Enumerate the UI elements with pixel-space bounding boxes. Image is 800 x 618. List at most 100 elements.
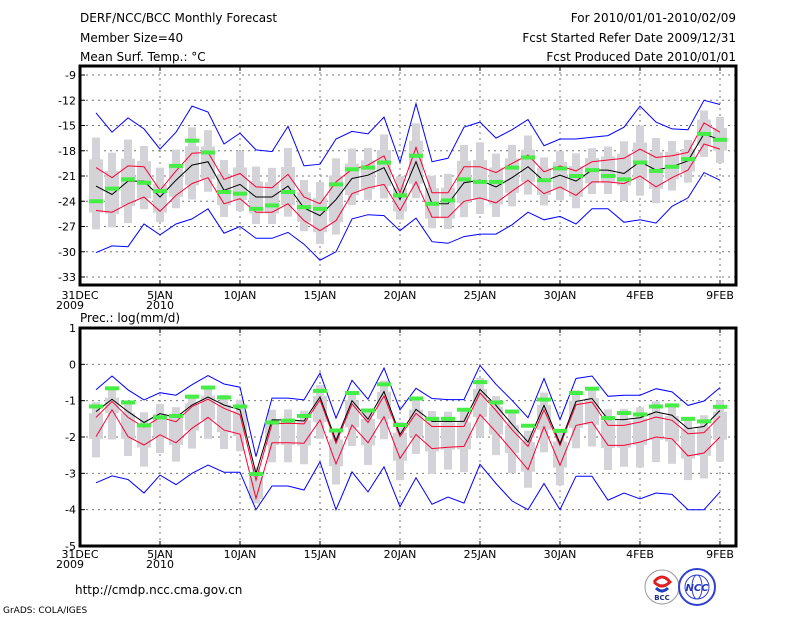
marker-point (489, 400, 503, 405)
marker-point (361, 165, 375, 170)
series-line-max (95, 364, 721, 457)
marker-point (569, 391, 583, 396)
marker-point (329, 428, 343, 433)
x-year-label: 2010 (146, 558, 174, 571)
x-year-label: 2010 (146, 299, 174, 312)
marker-point (169, 163, 183, 168)
marker-point (281, 189, 295, 194)
spread-box (489, 167, 503, 205)
spread-box (633, 142, 647, 179)
plot-frame (78, 326, 738, 548)
marker-point (649, 168, 663, 173)
marker-point (137, 180, 151, 185)
marker-point (153, 415, 167, 420)
marker-point (681, 416, 695, 421)
spread-box (441, 422, 455, 450)
figure-title: DERF/NCC/BCC Monthly Forecast (80, 11, 277, 25)
spread-box (89, 413, 103, 439)
x-tick-label: 20JAN (384, 289, 417, 302)
marker-point (425, 201, 439, 206)
produced-date: Fcst Produced Date 2010/01/01 (546, 50, 736, 64)
y-tick-label: -27 (58, 221, 76, 234)
x-tick-label: 30JAN (544, 289, 577, 302)
plot-frame (78, 64, 738, 287)
spread-box (633, 418, 647, 445)
marker-point (233, 404, 247, 409)
marker-point (489, 179, 503, 184)
marker-point (441, 416, 455, 421)
spread-box (601, 421, 615, 449)
ncc-logo-text: NCC (685, 583, 709, 594)
ncc-logo: NCC (678, 568, 716, 606)
x-tick-label: 4FEB (626, 548, 654, 561)
precip-variable-label: Prec.: log(mm/d) (80, 311, 180, 325)
spread-box (617, 420, 631, 448)
marker-point (473, 380, 487, 385)
y-tick-label: -18 (58, 145, 76, 158)
x-tick-label: 5JAN (147, 548, 173, 561)
marker-point (89, 199, 103, 204)
spread-box (329, 439, 343, 467)
spread-box (457, 422, 471, 450)
series-line-min (95, 171, 721, 261)
marker-point (665, 403, 679, 408)
y-tick-label: -12 (58, 94, 76, 107)
marker-point (585, 386, 599, 391)
marker-point (265, 420, 279, 425)
marker-point (281, 418, 295, 423)
temp-variable-label: Mean Surf. Temp.: °C (80, 50, 206, 64)
x-tick-label: 25JAN (464, 289, 497, 302)
marker-point (521, 155, 535, 160)
spread-box (201, 146, 215, 180)
x-tick-label: 10JAN (224, 548, 257, 561)
x-tick-label: 15JAN (304, 289, 337, 302)
marker-point (249, 206, 263, 211)
marker-point (505, 409, 519, 414)
marker-point (217, 189, 231, 194)
y-tick-label: 0 (69, 358, 76, 371)
marker-point (505, 165, 519, 170)
temperature-chart: -9 -12 -15 -18 -21 -24 -27 -30 -33 31DEC 5JAN 10JAN… (56, 64, 738, 312)
marker-point (153, 189, 167, 194)
marker-point (425, 416, 439, 421)
series-line-mean-plus-sd (95, 392, 721, 483)
y-tick-label: -33 (58, 271, 76, 284)
spread-box (185, 403, 199, 431)
series-line-mean (95, 388, 721, 476)
bcc-logo: BCC (644, 569, 680, 605)
marker-point (313, 388, 327, 393)
marker-point (393, 423, 407, 428)
x-tick-label: 20JAN (384, 548, 417, 561)
x-tick-label: 31DEC (61, 289, 98, 302)
spread-box (345, 400, 359, 428)
series-line-mean-minus-sd (95, 143, 721, 232)
series-line-min (95, 460, 721, 512)
marker-point (697, 419, 711, 424)
marker-point (457, 177, 471, 182)
member-size: Member Size=40 (80, 31, 183, 45)
marker-point (537, 397, 551, 402)
spread-box (521, 442, 535, 472)
spread-box (121, 158, 135, 206)
marker-point (585, 168, 599, 173)
series-line-mean (95, 133, 721, 217)
x-year-label: 2009 (56, 299, 84, 312)
spread-box (169, 417, 183, 445)
marker-point (121, 177, 135, 182)
marker-point (137, 423, 151, 428)
marker-point (553, 428, 567, 433)
y-tick-label: -9 (65, 69, 76, 82)
marker-point (617, 177, 631, 182)
footer-url[interactable]: http://cmdp.ncc.cma.gov.cn (75, 583, 242, 597)
y-tick-label: -5 (65, 540, 76, 553)
x-tick-label: 10JAN (224, 289, 257, 302)
x-tick-label: 9FEB (706, 548, 734, 561)
spread-box (105, 170, 119, 214)
marker-point (441, 198, 455, 203)
spread-box (137, 161, 151, 199)
spread-box (569, 400, 583, 428)
y-tick-label: -30 (58, 246, 76, 259)
spread-box (281, 419, 295, 445)
y-tick-label: -24 (58, 195, 76, 208)
spread-box (297, 420, 311, 446)
